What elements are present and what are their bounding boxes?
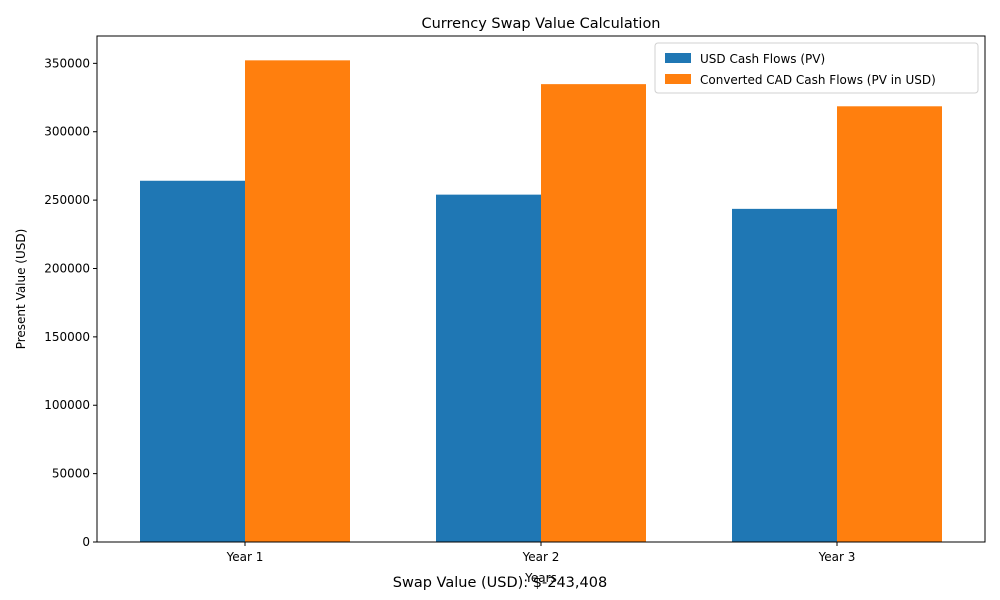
bar: [541, 84, 646, 543]
x-tick-label: Year 2: [522, 550, 560, 564]
x-tick-label: Year 3: [818, 550, 856, 564]
legend-label: Converted CAD Cash Flows (PV in USD): [700, 73, 936, 87]
bar: [732, 208, 837, 542]
y-tick-label: 250000: [44, 193, 90, 207]
bar: [436, 194, 541, 543]
legend-swatch: [665, 53, 691, 63]
y-axis: 0 50000 100000 150000 200000 250000 300000 3500…: [44, 56, 97, 549]
legend: USD Cash Flows (PV) Converted CAD Cash Fl…: [654, 42, 979, 94]
y-tick-label: 100000: [44, 398, 90, 412]
chart-title: Currency Swap Value Calculation: [421, 16, 660, 32]
y-tick-label: 300000: [44, 125, 90, 139]
x-axis: Year 1 Year 2 Year 3: [226, 542, 856, 564]
legend-swatch: [665, 74, 691, 84]
y-tick-label: 0: [82, 535, 90, 549]
y-tick-label: 50000: [52, 467, 90, 481]
y-tick-label: 150000: [44, 330, 90, 344]
bars-group: [140, 60, 942, 543]
swap-value-footnote: Swap Value (USD): $-243,408: [393, 575, 607, 591]
bar: [245, 60, 350, 542]
x-axis-label: Years: [524, 571, 557, 585]
bar: [140, 180, 245, 542]
x-tick-label: Year 1: [226, 550, 264, 564]
legend-box: [654, 42, 979, 94]
y-tick-label: 350000: [44, 56, 90, 70]
y-tick-label: 200000: [44, 261, 90, 275]
y-axis-label: Present Value (USD): [14, 229, 28, 350]
bar: [837, 106, 942, 543]
legend-label: USD Cash Flows (PV): [700, 52, 825, 66]
